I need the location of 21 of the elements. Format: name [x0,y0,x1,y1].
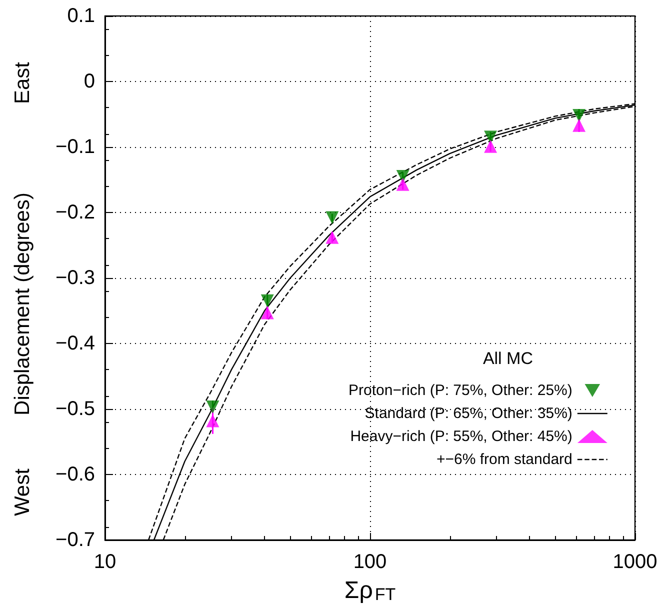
legend-label: Proton−rich (P: 75%, Other: 25%) [348,382,572,399]
y-tick-label: −0.3 [56,267,95,289]
y-axis-title: Displacement (degrees) [11,192,34,416]
text: West [11,468,34,516]
y-tick-label: −0.1 [56,136,95,158]
x-tick-label: 100 [353,551,387,573]
y-tick-label: −0.5 [56,398,95,420]
legend-label: Heavy−rich (P: 55%, Other: 45%) [350,428,572,445]
y-tick-label: −0.2 [56,202,95,224]
y-tick-label: −0.7 [56,529,95,551]
legend-label: Standard (P: 65%, Other: 35%) [364,405,572,422]
x-tick-label: 1000 [612,551,658,573]
y-tick-label: 0 [84,70,95,92]
text: East [11,62,34,104]
y-tick-label: 0.1 [67,5,95,27]
legend-label: +−6% from standard [436,451,572,468]
y-tick-label: −0.6 [56,464,95,486]
y-tick-label: −0.4 [56,332,95,354]
x-axis-title: ΣρFT [344,577,396,604]
x-tick-label: 10 [94,551,116,573]
legend-title: All MC [482,349,534,368]
